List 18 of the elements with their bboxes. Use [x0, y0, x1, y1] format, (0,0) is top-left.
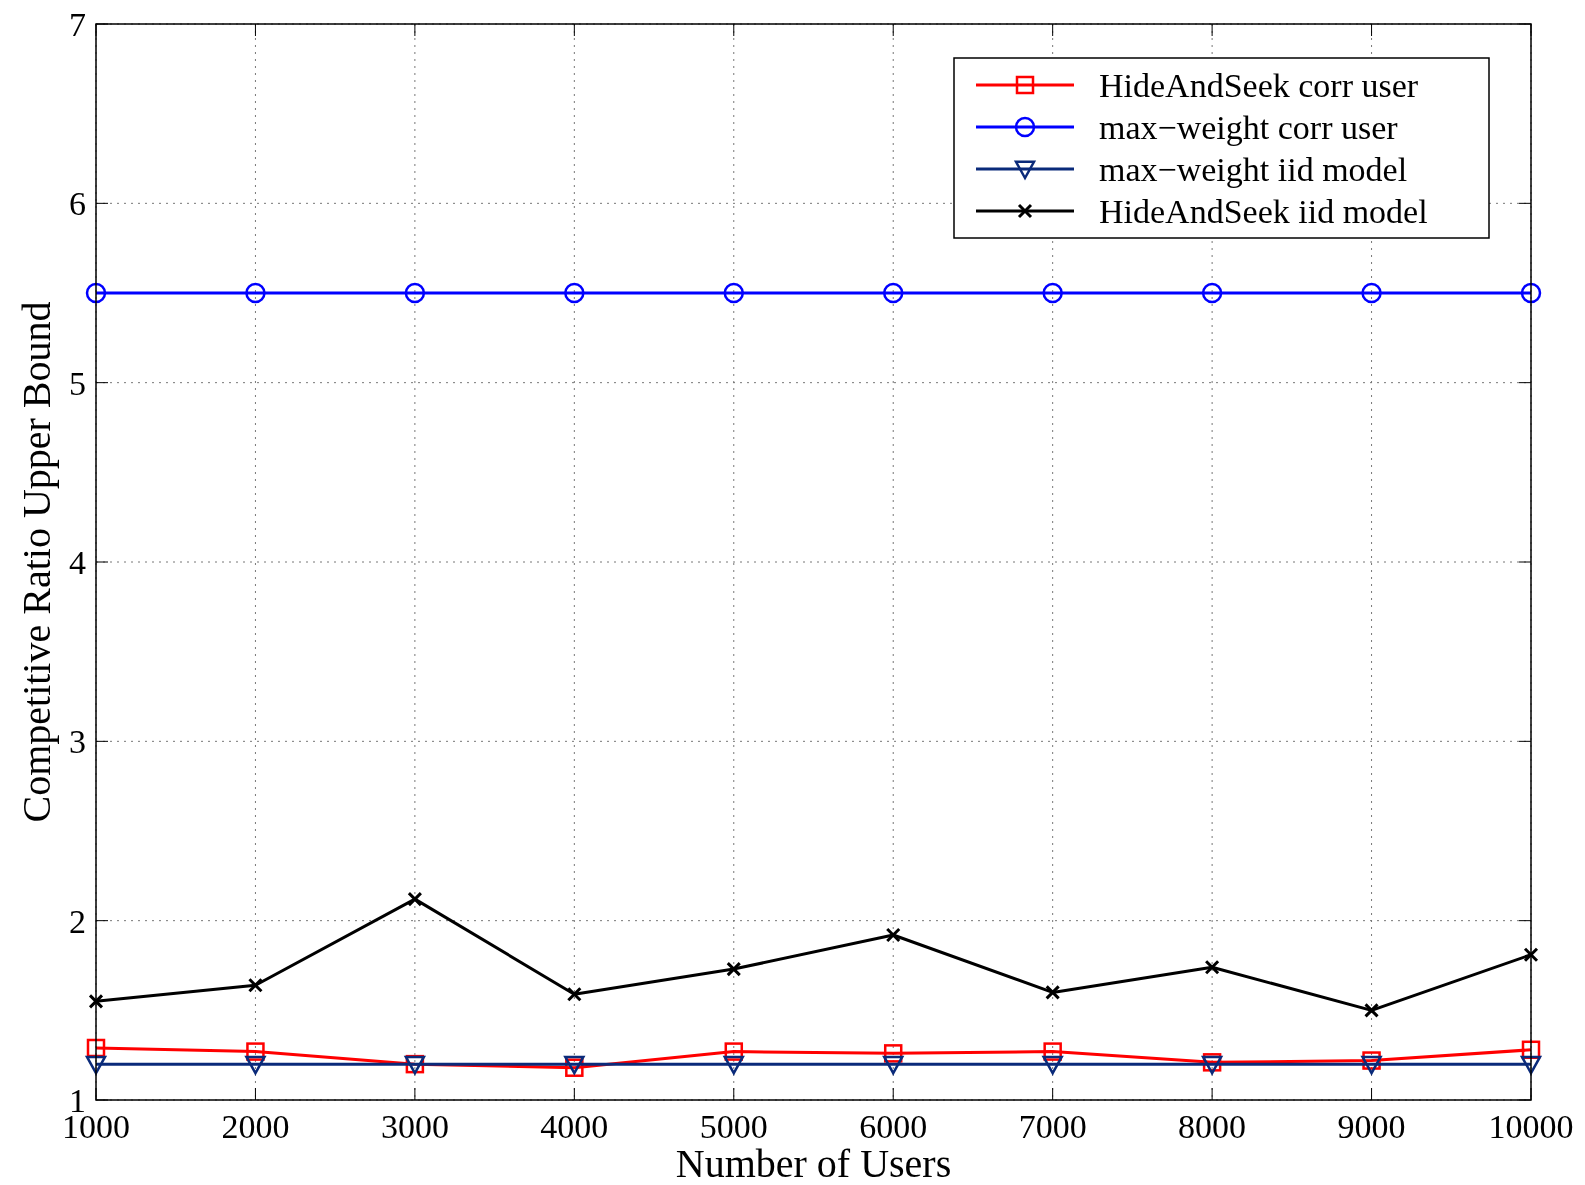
legend-label: max−weight corr user	[1099, 108, 1399, 146]
x-tick-label: 10000	[1488, 1108, 1574, 1145]
y-tick-label: 6	[69, 185, 86, 223]
x-tick-label: 4000	[540, 1108, 609, 1145]
x-tick-label: 9000	[1337, 1108, 1406, 1145]
y-tick-label: 4	[69, 543, 86, 581]
legend-label: max−weight iid model	[1099, 150, 1408, 188]
y-tick-label: 3	[69, 723, 86, 761]
y-axis-title: Competitive Ratio Upper Bound	[14, 301, 59, 823]
x-tick-label: 8000	[1178, 1108, 1247, 1145]
y-tick-label: 7	[69, 5, 86, 43]
x-tick-label: 2000	[221, 1108, 290, 1145]
x-tick-label: 3000	[380, 1108, 449, 1145]
y-tick-label: 5	[69, 364, 86, 402]
legend-label: HideAndSeek corr user	[1099, 66, 1419, 104]
x-tick-label: 7000	[1018, 1108, 1087, 1145]
legend-label: HideAndSeek iid model	[1099, 192, 1428, 230]
y-tick-label: 2	[69, 902, 86, 940]
